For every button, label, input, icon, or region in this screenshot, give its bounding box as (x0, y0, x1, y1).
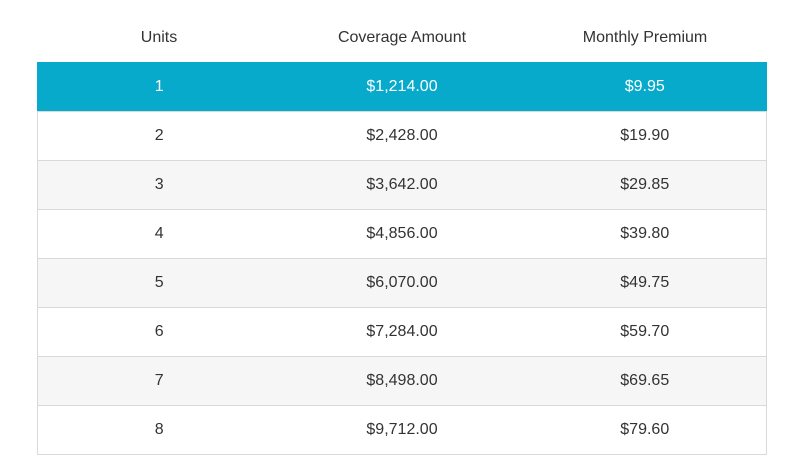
table-header: Units Coverage Amount Monthly Premium (38, 14, 767, 63)
cell-premium: $39.80 (523, 209, 767, 259)
cell-units: 6 (37, 307, 281, 357)
table-row[interactable]: 3 $3,642.00 $29.85 (37, 160, 767, 210)
table-row[interactable]: 4 $4,856.00 $39.80 (37, 209, 767, 259)
cell-coverage: $1,214.00 (280, 62, 524, 112)
cell-coverage: $6,070.00 (280, 258, 524, 308)
header-units: Units (140, 29, 178, 46)
table-row[interactable]: 8 $9,712.00 $79.60 (37, 405, 767, 455)
cell-units: 8 (37, 405, 281, 455)
cell-units: 1 (37, 62, 281, 112)
table-body: 1 $1,214.00 $9.95 2 $2,428.00 $19.90 3 $… (37, 62, 767, 455)
coverage-table: Units Coverage Amount Monthly Premium 1 … (37, 14, 767, 455)
cell-units: 4 (37, 209, 281, 259)
cell-units: 7 (37, 356, 281, 406)
cell-units: 3 (37, 160, 281, 210)
cell-premium: $59.70 (523, 307, 767, 357)
table-row[interactable]: 5 $6,070.00 $49.75 (37, 258, 767, 308)
cell-premium: $79.60 (523, 405, 767, 455)
cell-premium: $29.85 (523, 160, 767, 210)
coverage-table-container: Units Coverage Amount Monthly Premium 1 … (37, 14, 767, 455)
cell-coverage: $2,428.00 (280, 111, 524, 161)
cell-units: 2 (37, 111, 281, 161)
cell-coverage: $7,284.00 (280, 307, 524, 357)
cell-coverage: $8,498.00 (280, 356, 524, 406)
table-row[interactable]: 6 $7,284.00 $59.70 (37, 307, 767, 357)
table-row[interactable]: 2 $2,428.00 $19.90 (37, 111, 767, 161)
table-row-selected[interactable]: 1 $1,214.00 $9.95 (37, 62, 767, 112)
cell-premium: $19.90 (523, 111, 767, 161)
cell-premium: $69.65 (523, 356, 767, 406)
header-coverage-amount: Coverage Amount (337, 29, 467, 46)
header-row: Units Coverage Amount Monthly Premium (38, 14, 767, 63)
cell-units: 5 (37, 258, 281, 308)
cell-premium: $9.95 (523, 62, 767, 112)
cell-premium: $49.75 (523, 258, 767, 308)
header-monthly-premium: Monthly Premium (582, 29, 708, 46)
cell-coverage: $4,856.00 (280, 209, 524, 259)
cell-coverage: $3,642.00 (280, 160, 524, 210)
table-row[interactable]: 7 $8,498.00 $69.65 (37, 356, 767, 406)
cell-coverage: $9,712.00 (280, 405, 524, 455)
